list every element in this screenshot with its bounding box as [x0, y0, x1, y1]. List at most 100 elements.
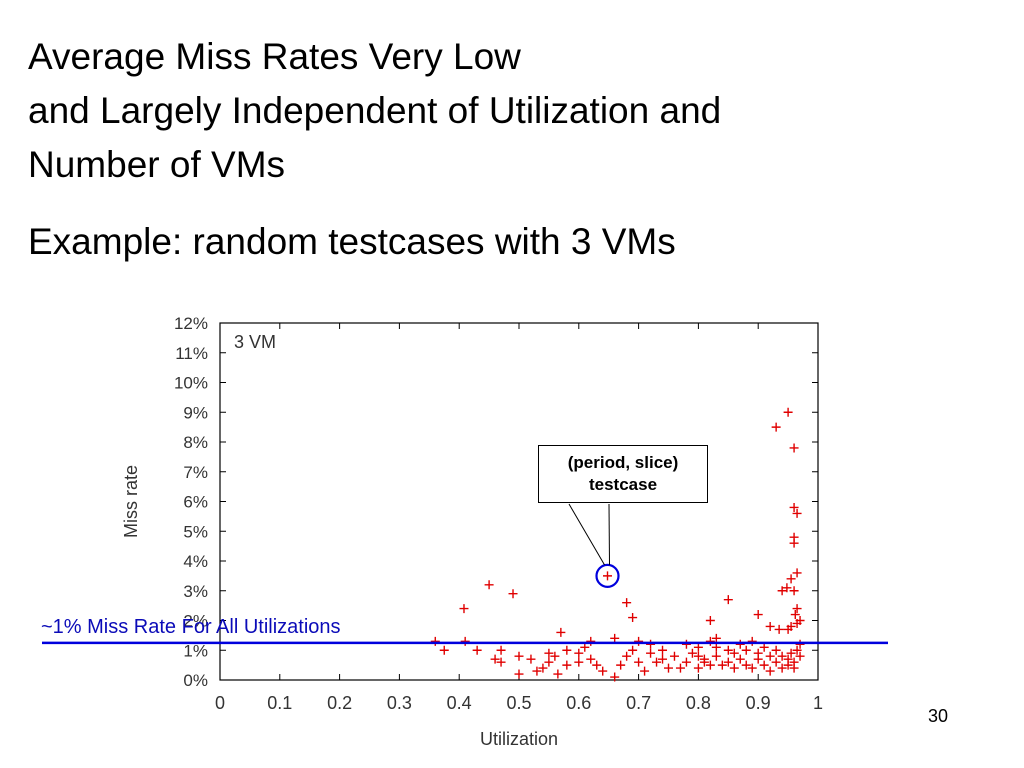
- data-point: [771, 645, 781, 655]
- data-point: [592, 660, 602, 670]
- data-point: [550, 651, 560, 661]
- data-point: [790, 610, 800, 620]
- data-point: [759, 660, 769, 670]
- data-point: [795, 639, 805, 649]
- data-point: [741, 645, 751, 655]
- data-point: [765, 651, 775, 661]
- x-tick-label: 0: [215, 693, 225, 713]
- data-point: [460, 636, 470, 646]
- data-point: [693, 642, 703, 652]
- x-tick-label: 0.4: [447, 693, 472, 713]
- data-point: [634, 657, 644, 667]
- y-tick-label: 10%: [174, 374, 208, 393]
- data-point: [789, 586, 799, 596]
- data-point: [652, 657, 662, 667]
- data-point: [610, 633, 620, 643]
- data-point: [484, 580, 494, 590]
- slide-title-line-1: Average Miss Rates Very Low: [28, 36, 521, 77]
- data-point: [789, 663, 799, 673]
- data-point: [777, 663, 787, 673]
- data-point: [693, 663, 703, 673]
- data-point: [783, 407, 793, 417]
- data-point: [723, 657, 733, 667]
- data-point: [687, 648, 697, 658]
- data-point: [717, 660, 727, 670]
- data-point: [753, 648, 763, 658]
- data-point: [792, 645, 802, 655]
- data-point: [574, 657, 584, 667]
- data-point: [729, 663, 739, 673]
- data-point: [562, 645, 572, 655]
- data-point: [777, 651, 787, 661]
- data-point: [792, 508, 802, 518]
- callout-pointer-right: [608, 503, 611, 565]
- slide-title-line-3: Number of VMs: [28, 144, 286, 185]
- data-point: [792, 568, 802, 578]
- data-point: [553, 669, 563, 679]
- data-point: [598, 666, 608, 676]
- y-tick-label: 2%: [183, 612, 208, 631]
- data-point: [514, 651, 524, 661]
- page-number: 30: [928, 706, 949, 726]
- x-tick-label: 0.6: [566, 693, 591, 713]
- x-axis-label: Utilization: [480, 729, 558, 749]
- highlight-circle: [595, 563, 620, 588]
- x-tick-label: 0.9: [746, 693, 771, 713]
- y-tick-label: 7%: [183, 463, 208, 482]
- data-point: [574, 648, 584, 658]
- x-tick-label: 0.3: [387, 693, 412, 713]
- data-point: [747, 663, 757, 673]
- data-point: [646, 648, 656, 658]
- data-point: [544, 648, 554, 658]
- data-point: [622, 651, 632, 661]
- x-tick-label: 1: [813, 693, 823, 713]
- data-point: [586, 654, 596, 664]
- data-point: [430, 636, 440, 646]
- data-point: [789, 443, 799, 453]
- data-point: [628, 613, 638, 623]
- x-tick-label: 0.7: [626, 693, 651, 713]
- data-point: [556, 627, 566, 637]
- data-point: [795, 651, 805, 661]
- data-point: [747, 636, 757, 646]
- data-point: [603, 571, 613, 581]
- data-point: [789, 502, 799, 512]
- data-point: [490, 654, 500, 664]
- data-point: [705, 616, 715, 625]
- data-point: [774, 624, 784, 634]
- data-point: [634, 636, 644, 646]
- data-point: [646, 639, 656, 649]
- data-point: [508, 589, 518, 599]
- data-point: [735, 639, 745, 649]
- data-point: [765, 621, 775, 631]
- data-point: [681, 639, 691, 649]
- data-point: [782, 583, 792, 593]
- data-point: [610, 672, 620, 682]
- data-point: [771, 657, 781, 667]
- callout-line-2: testcase: [588, 475, 658, 494]
- data-point: [771, 422, 781, 432]
- data-point: [741, 660, 751, 670]
- data-point: [562, 660, 572, 670]
- data-point: [711, 651, 721, 661]
- y-tick-label: 1%: [183, 641, 208, 660]
- y-tick-label: 5%: [183, 522, 208, 541]
- data-point: [514, 669, 524, 679]
- data-point: [681, 657, 691, 667]
- data-point: [459, 604, 469, 614]
- data-point: [711, 633, 721, 643]
- data-point: [723, 645, 733, 655]
- x-tick-label: 0.2: [327, 693, 352, 713]
- data-point: [789, 538, 799, 548]
- data-point: [735, 654, 745, 664]
- callout-pointer-left: [568, 503, 605, 566]
- data-point: [675, 663, 685, 673]
- data-point: [640, 666, 650, 676]
- data-point: [628, 645, 638, 655]
- data-point: [538, 663, 548, 673]
- data-point: [496, 657, 506, 667]
- x-tick-label: 0.5: [506, 693, 531, 713]
- data-point: [753, 610, 763, 620]
- y-tick-label: 6%: [183, 493, 208, 512]
